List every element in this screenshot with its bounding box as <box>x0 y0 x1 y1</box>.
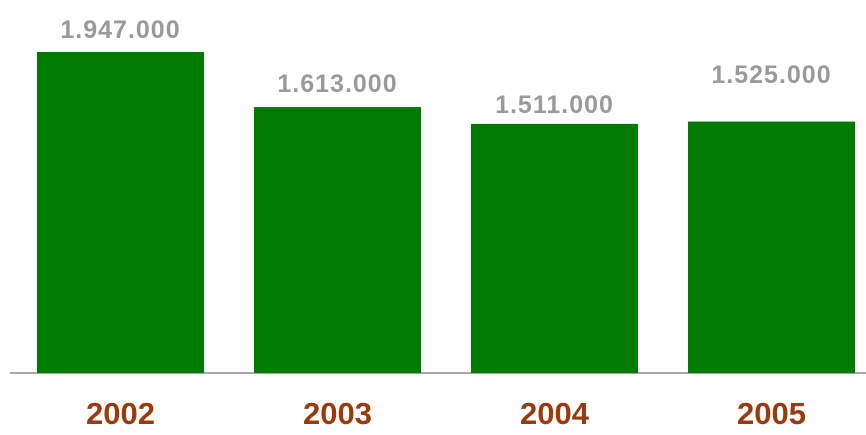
category-labels: 2002 2003 2004 2005 <box>86 396 806 431</box>
category-label-2004: 2004 <box>520 396 590 431</box>
value-label-2002: 1.947.000 <box>60 16 180 44</box>
value-labels: 1.947.000 1.613.000 1.511.000 1.525.000 <box>60 16 831 119</box>
value-label-2004: 1.511.000 <box>495 91 614 119</box>
category-label-2005: 2005 <box>737 396 806 431</box>
value-label-2005: 1.525.000 <box>711 61 831 89</box>
bar-2002 <box>37 52 204 373</box>
bar-2005 <box>688 121 855 373</box>
bar-2004 <box>471 123 638 373</box>
category-label-2003: 2003 <box>303 396 372 431</box>
bars <box>37 52 855 373</box>
bar-2003 <box>254 107 421 373</box>
category-label-2002: 2002 <box>86 396 155 431</box>
value-label-2003: 1.613.000 <box>277 70 397 98</box>
